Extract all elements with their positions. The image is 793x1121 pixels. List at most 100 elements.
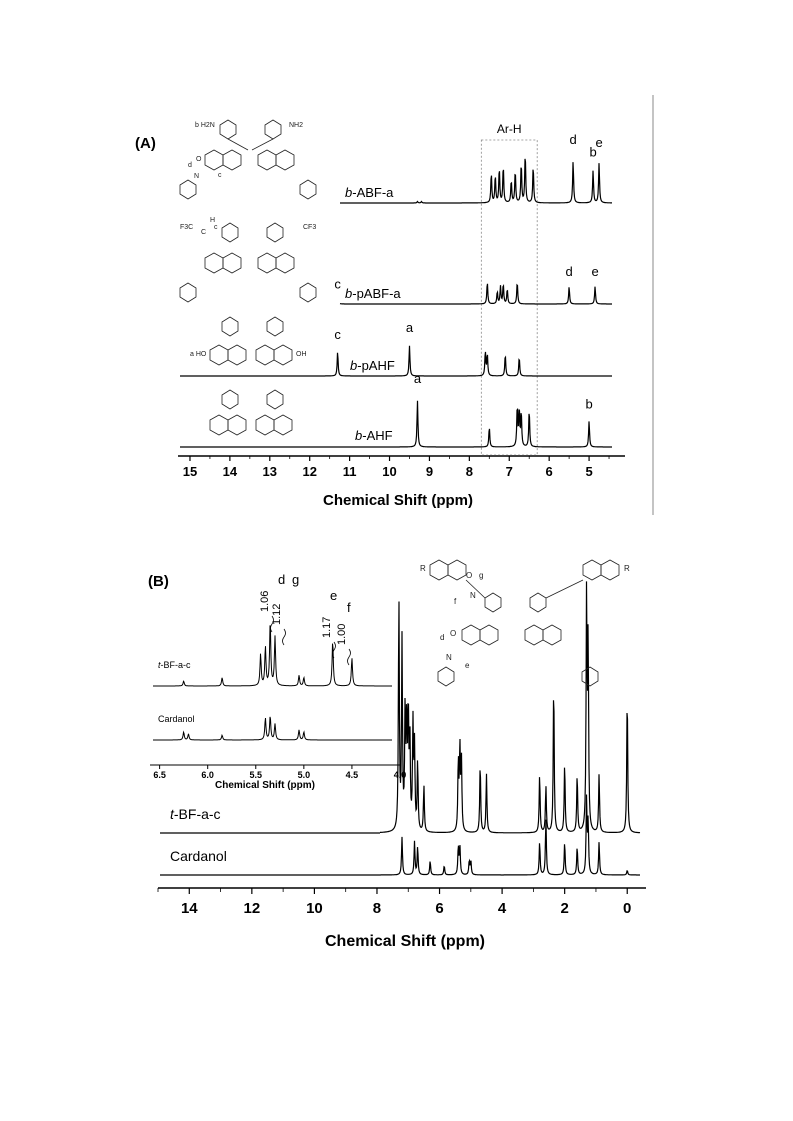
a-tick-label-5: 10 bbox=[382, 464, 396, 479]
panel-a: (A) 15 14 13 12 11 10 9 8 7 6 5 Chemical Shift (pp… bbox=[135, 95, 654, 515]
inset-spectrum: 6.5 6.0 5.5 5.0 4.5 4.0 Chemical Shift (ppm) … bbox=[150, 572, 406, 791]
a-peak-label-0-1: b bbox=[589, 144, 596, 159]
a-tick-label-1: 14 bbox=[223, 464, 238, 479]
integral-value-3: 1.00 bbox=[336, 624, 348, 645]
b-tick-label-3: 8 bbox=[373, 900, 381, 917]
struct-label-nh2-1: NH2 bbox=[289, 122, 303, 129]
integral-letter-3: f bbox=[347, 600, 351, 615]
struct-b-o-2: O bbox=[450, 629, 456, 638]
integral-letter-1: g bbox=[292, 572, 299, 587]
integral-curve-2 bbox=[332, 641, 336, 659]
b-series-name-0: t-BF-a-c bbox=[170, 806, 221, 822]
inset-series-name-1: Cardanol bbox=[158, 714, 195, 724]
b-spectrum-line-0 bbox=[380, 581, 641, 834]
b-tick-label-7: 0 bbox=[623, 900, 631, 917]
panel-a-x-axis-title: Chemical Shift (ppm) bbox=[323, 492, 473, 509]
struct-b-n-1: N bbox=[470, 591, 476, 600]
integral-curve-0 bbox=[270, 615, 274, 633]
b-tick-label-0: 14 bbox=[181, 900, 198, 917]
a-peak-label-0-2: e bbox=[595, 135, 602, 150]
a-tick-label-9: 6 bbox=[546, 464, 553, 479]
a-tick-label-7: 8 bbox=[466, 464, 473, 479]
inset-spectra: t-BF-a-c Cardanol bbox=[153, 625, 392, 741]
inset-tick-label-1: 6.0 bbox=[201, 770, 214, 780]
integral-value-1: 1.12 bbox=[271, 604, 283, 625]
struct-b-f: f bbox=[454, 597, 457, 606]
inset-tick-label-2: 5.5 bbox=[250, 770, 263, 780]
a-peak-label-3-1: b bbox=[585, 396, 592, 411]
integral-value-2: 1.17 bbox=[321, 617, 333, 638]
b-spectrum-line-1 bbox=[380, 794, 640, 876]
a-peak-label-2-1: a bbox=[406, 320, 414, 335]
b-tick-label-6: 2 bbox=[560, 900, 568, 917]
inset-tick-label-5: 4.0 bbox=[394, 770, 407, 780]
struct-label-f3c-1: F3C bbox=[180, 224, 193, 231]
inset-tick-label-4: 4.5 bbox=[346, 770, 359, 780]
integral-letter-0: d bbox=[278, 572, 285, 587]
a-tick-label-2: 13 bbox=[263, 464, 277, 479]
a-peak-label-1-0: c bbox=[334, 277, 341, 292]
inset-spectrum-line-1 bbox=[153, 716, 392, 741]
integral-curve-1 bbox=[282, 628, 286, 646]
integral-letter-2: e bbox=[330, 588, 337, 603]
inset-tick-label-3: 5.0 bbox=[298, 770, 311, 780]
struct-b-e: e bbox=[465, 661, 470, 670]
a-tick-label-10: 5 bbox=[585, 464, 592, 479]
a-spectrum-line-3 bbox=[180, 400, 612, 448]
struct-b-r-2: R bbox=[624, 564, 630, 573]
ar-h-region-box bbox=[480, 139, 538, 456]
struct-label-n-1: N bbox=[194, 173, 199, 180]
structure-b-abf-a bbox=[179, 119, 317, 200]
struct-label-o-1: O bbox=[196, 156, 202, 163]
b-tick-label-4: 6 bbox=[435, 900, 443, 917]
a-series-name-0: b-ABF-a bbox=[345, 185, 394, 200]
panel-b-x-axis-title: Chemical Shift (ppm) bbox=[325, 933, 485, 950]
a-tick-label-6: 9 bbox=[426, 464, 433, 479]
a-peak-label-0-0: d bbox=[569, 132, 576, 147]
a-spectrum-line-2 bbox=[180, 345, 612, 377]
struct-label-d-1: d bbox=[188, 162, 192, 169]
struct-b-g: g bbox=[479, 571, 483, 580]
panel-a-x-ticks: 15 14 13 12 11 10 9 8 7 6 5 bbox=[183, 456, 610, 479]
a-peak-label-2-0: c bbox=[334, 327, 341, 342]
integral-curve-3 bbox=[347, 648, 351, 666]
a-tick-label-0: 15 bbox=[183, 464, 197, 479]
a-spectrum-line-1 bbox=[339, 283, 612, 305]
structure-b-pahf bbox=[209, 316, 293, 366]
struct-label-oh-1: OH bbox=[296, 351, 307, 358]
struct-b-o-1: O bbox=[466, 571, 472, 580]
panel-b-label: (B) bbox=[148, 573, 169, 590]
struct-label-h2n-1: b H2N bbox=[195, 122, 215, 129]
b-tick-label-2: 10 bbox=[306, 900, 323, 917]
structure-labels-a: b H2N NH2 O d N c F3C C H c CF3 a HO OH bbox=[180, 122, 316, 358]
structure-b-pabf-a bbox=[179, 222, 317, 303]
struct-label-h-1: H bbox=[210, 217, 215, 224]
structure-t-bf-a-c bbox=[429, 559, 620, 687]
b-tick-label-1: 12 bbox=[244, 900, 261, 917]
panel-a-label: (A) bbox=[135, 135, 156, 152]
inset-tick-label-0: 6.5 bbox=[153, 770, 166, 780]
struct-label-cc-1: C bbox=[201, 229, 206, 236]
structure-b-ahf bbox=[209, 389, 293, 436]
a-tick-label-3: 12 bbox=[302, 464, 316, 479]
a-tick-label-4: 11 bbox=[343, 464, 357, 479]
inset-integrals: 1.06 d 1.12 g 1.17 e 1.00 f bbox=[259, 572, 351, 666]
a-peak-label-1-1: d bbox=[566, 264, 573, 279]
ar-h-region-label: Ar-H bbox=[497, 122, 522, 136]
a-peak-label-1-2: e bbox=[591, 264, 598, 279]
struct-label-c-1: c bbox=[218, 172, 222, 179]
b-tick-label-5: 4 bbox=[498, 900, 507, 917]
structure-labels-b: R O g N f R d O N e bbox=[420, 564, 630, 670]
struct-label-ho-1: a HO bbox=[190, 351, 207, 358]
a-series-name-3: b-AHF bbox=[355, 428, 393, 443]
a-series-name-1: b-pABF-a bbox=[345, 286, 401, 301]
struct-label-cidx-1: c bbox=[214, 224, 218, 231]
inset-spectrum-line-0 bbox=[153, 625, 392, 687]
inset-x-axis-title: Chemical Shift (ppm) bbox=[215, 780, 315, 791]
struct-label-cf3-1: CF3 bbox=[303, 224, 316, 231]
panel-b-spectra: t-BF-a-c Cardanol bbox=[160, 581, 641, 876]
panel-b-x-ticks: 14 12 10 8 6 4 2 0 bbox=[157, 888, 631, 917]
panel-b: (B) 14 12 10 8 6 4 2 0 Chemical Shift (ppm) t-B… bbox=[148, 559, 646, 950]
